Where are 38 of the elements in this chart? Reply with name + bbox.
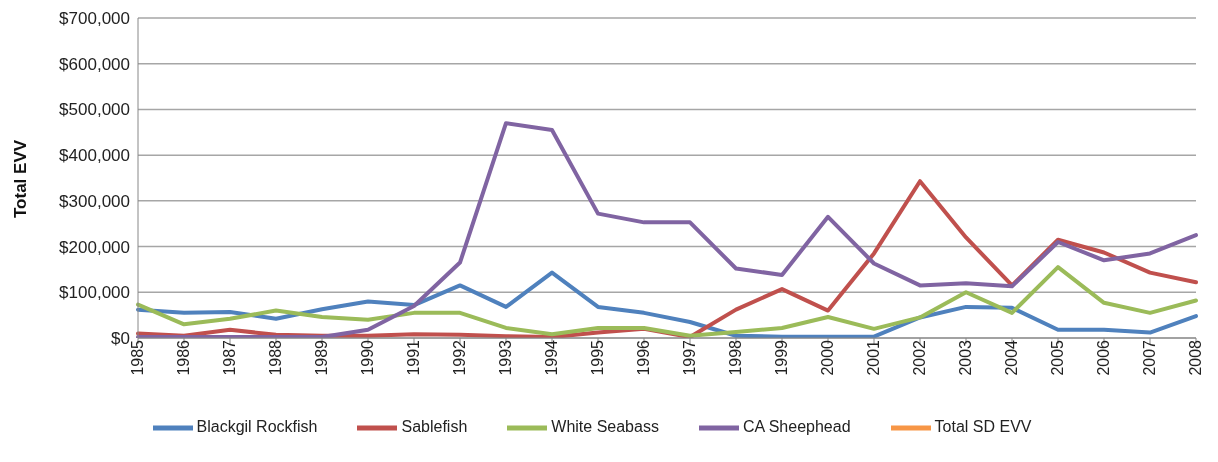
x-tick-label: 2007 (1141, 339, 1159, 376)
x-tick-label: 1992 (451, 339, 469, 376)
x-tick-label: 1989 (313, 339, 331, 376)
x-tick-label: 2008 (1187, 339, 1205, 376)
x-tick-label: 1991 (405, 339, 423, 376)
x-tick-label: 2002 (911, 339, 929, 376)
y-tick-label: $300,000 (59, 191, 130, 211)
x-tick-label: 1996 (635, 339, 653, 376)
x-tick-label: 1990 (359, 339, 377, 376)
y-tick-label: $600,000 (59, 54, 130, 74)
x-tick-label: 2006 (1095, 339, 1113, 376)
x-tick-label: 2005 (1049, 339, 1067, 376)
x-tick-label: 1999 (773, 339, 791, 376)
x-tick-label: 2004 (1003, 339, 1021, 376)
x-tick-label: 2003 (957, 339, 975, 376)
y-tick-label: $100,000 (59, 283, 130, 303)
legend-label: Sablefish (401, 418, 468, 436)
x-tick-label: 1993 (497, 339, 515, 376)
y-tick-label: $200,000 (59, 237, 130, 257)
legend-label: Blackgil Rockfish (196, 418, 318, 436)
x-tick-label: 2000 (819, 339, 837, 376)
legend-label: CA Sheephead (742, 418, 851, 436)
x-tick-label: 1995 (589, 339, 607, 376)
y-tick-label: $400,000 (59, 146, 130, 166)
y-tick-label: $700,000 (59, 9, 130, 29)
x-tick-label: 1998 (727, 339, 745, 376)
y-axis-title: Total EVV (11, 139, 31, 218)
x-tick-label: 1988 (267, 339, 285, 376)
y-tick-label: $500,000 (59, 100, 130, 120)
x-tick-label: 1987 (221, 339, 239, 376)
x-tick-label: 2001 (865, 339, 883, 376)
x-tick-label: 1986 (175, 339, 193, 376)
legend-label: Total SD EVV (934, 418, 1032, 436)
legend-label: White Seabass (551, 418, 659, 436)
x-tick-label: 1997 (681, 339, 699, 376)
x-tick-label: 1994 (543, 339, 561, 376)
y-tick-label: $0 (111, 329, 130, 349)
x-tick-label: 1985 (129, 339, 147, 376)
